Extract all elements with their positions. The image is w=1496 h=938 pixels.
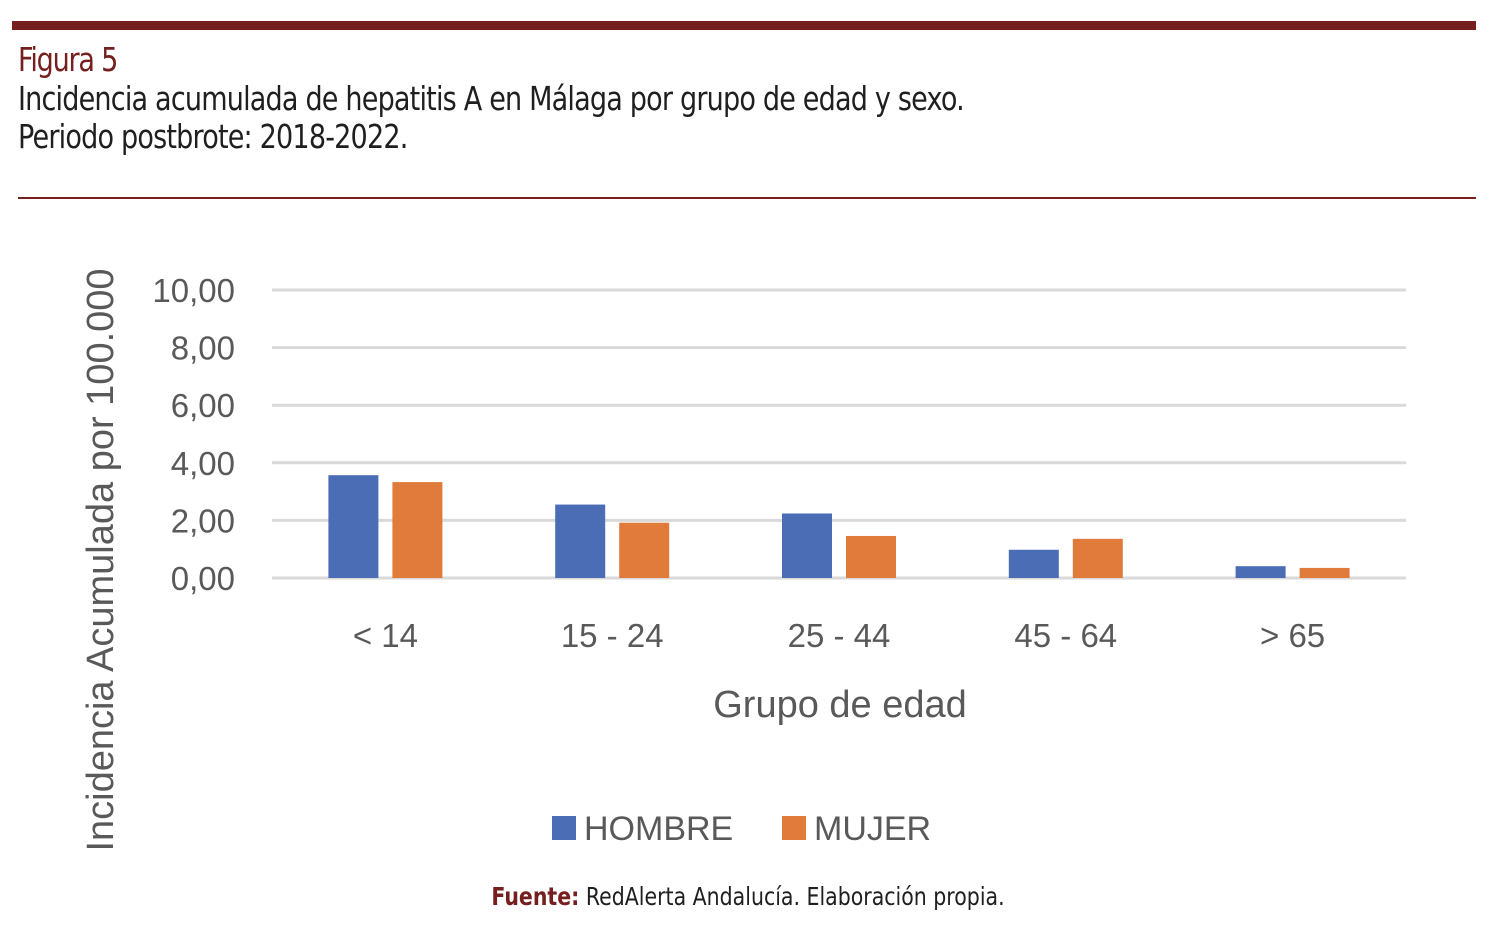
y-tick-label: 6,00	[171, 387, 235, 424]
y-axis-title: Incidencia Acumulada por 100.000	[80, 268, 122, 851]
x-tick-label: 25 - 44	[788, 617, 891, 654]
legend-swatch-hombre	[552, 816, 576, 840]
bar-mujer	[1299, 567, 1350, 578]
legend-swatch-mujer	[782, 816, 806, 840]
y-tick-label: 8,00	[171, 330, 235, 367]
y-tick-label: 0,00	[171, 560, 235, 597]
x-tick-label: > 65	[1260, 617, 1325, 654]
figure-title-line-1: Incidencia acumulada de hepatitis A en M…	[18, 79, 965, 118]
y-tick-label: 10,00	[152, 272, 235, 309]
legend-label-mujer: MUJER	[814, 810, 931, 848]
bar-mujer	[846, 535, 896, 578]
y-tick-label: 4,00	[171, 445, 235, 482]
x-tick-label: 45 - 64	[1014, 617, 1117, 654]
bars	[328, 475, 1350, 578]
x-tick-label: 15 - 24	[561, 617, 664, 654]
top-rule	[12, 21, 1476, 30]
bar-hombre	[1008, 549, 1059, 578]
x-axis-title: Grupo de edad	[713, 684, 967, 726]
source-note: Fuente: RedAlerta Andalucía. Elaboración…	[0, 882, 1496, 911]
legend: HOMBRE MUJER	[552, 810, 931, 848]
bar-hombre	[555, 504, 606, 578]
bar-mujer	[392, 482, 443, 578]
x-axis-ticks: < 14 15 - 24 25 - 44 45 - 64 > 65	[353, 617, 1325, 654]
figure-title-line-2: Periodo postbrote: 2018-2022.	[18, 117, 408, 156]
figure-label: Figura 5	[18, 40, 118, 79]
figure-title: Incidencia acumulada de hepatitis A en M…	[18, 79, 965, 156]
bar-mujer	[1072, 538, 1123, 578]
bar-hombre	[1235, 566, 1286, 578]
gridlines	[272, 288, 1406, 580]
y-axis-ticks: 0,00 2,00 4,00 6,00 8,00 10,00	[152, 272, 235, 597]
legend-label-hombre: HOMBRE	[584, 810, 733, 848]
x-tick-label: < 14	[353, 617, 418, 654]
bar-mujer	[619, 522, 670, 578]
bar-hombre	[782, 513, 832, 578]
source-label: Fuente:	[491, 882, 580, 911]
source-text: RedAlerta Andalucía. Elaboración propia.	[579, 882, 1005, 911]
y-tick-label: 2,00	[171, 502, 235, 539]
title-divider	[18, 197, 1476, 199]
bar-hombre	[328, 475, 379, 578]
